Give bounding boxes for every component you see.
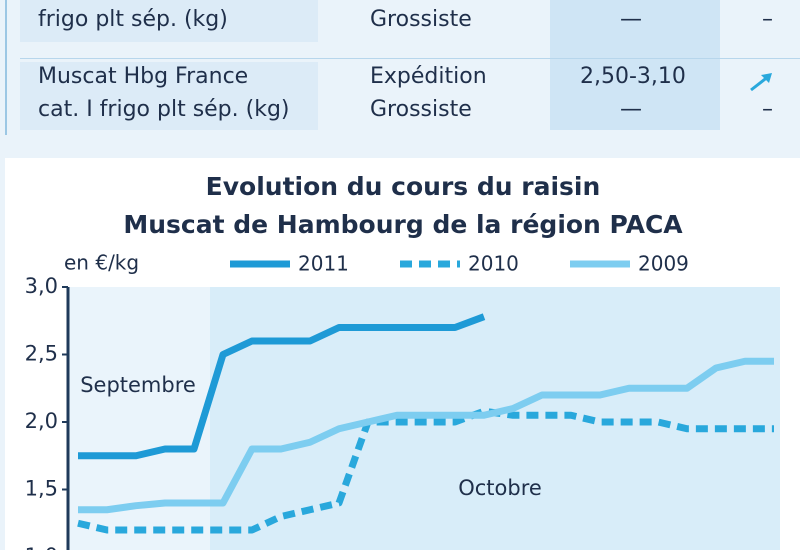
y-tick-label: 3,0 xyxy=(25,274,58,298)
table-cell-text: — xyxy=(620,7,642,32)
trend-arrow xyxy=(750,73,772,92)
annotation: Octobre xyxy=(458,476,542,500)
y-tick-label: 1,0 xyxy=(25,544,58,550)
y-tick-label: 2,0 xyxy=(25,409,58,433)
table-cell-text: frigo plt sép. (kg) xyxy=(38,7,228,32)
table-cell-text: – xyxy=(762,97,773,122)
table-cell-text: – xyxy=(762,7,773,32)
chart-title: Muscat de Hambourg de la région PACA xyxy=(123,210,683,239)
cell-bg xyxy=(20,62,318,130)
table-border xyxy=(5,0,7,135)
y-tick-label: 2,5 xyxy=(25,342,58,366)
month-region xyxy=(210,287,780,550)
legend-label: 2011 xyxy=(298,252,349,276)
table-cell-text: Grossiste xyxy=(370,97,472,122)
annotation: Septembre xyxy=(80,373,196,397)
table-cell-text: Expédition xyxy=(370,64,487,89)
series-line xyxy=(78,313,486,460)
unit-label: en €/kg xyxy=(64,251,139,275)
table-cell-text: — xyxy=(620,97,642,122)
cell-bg xyxy=(20,0,318,42)
table-cell-text: 2,50-3,10 xyxy=(580,64,686,89)
row-separator xyxy=(20,58,800,59)
chart-title: Evolution du cours du raisin xyxy=(206,172,601,201)
table-cell-text: Muscat Hbg France xyxy=(38,64,249,89)
series-line xyxy=(78,357,774,514)
series-line xyxy=(77,407,774,534)
table-cell-text: cat. I frigo plt sép. (kg) xyxy=(38,97,290,122)
y-tick-label: 1,5 xyxy=(25,477,58,501)
legend-label: 2010 xyxy=(468,252,519,276)
legend-label: 2009 xyxy=(638,252,689,276)
table-cell-text: Grossiste xyxy=(370,7,472,32)
cell-bg xyxy=(550,0,720,130)
